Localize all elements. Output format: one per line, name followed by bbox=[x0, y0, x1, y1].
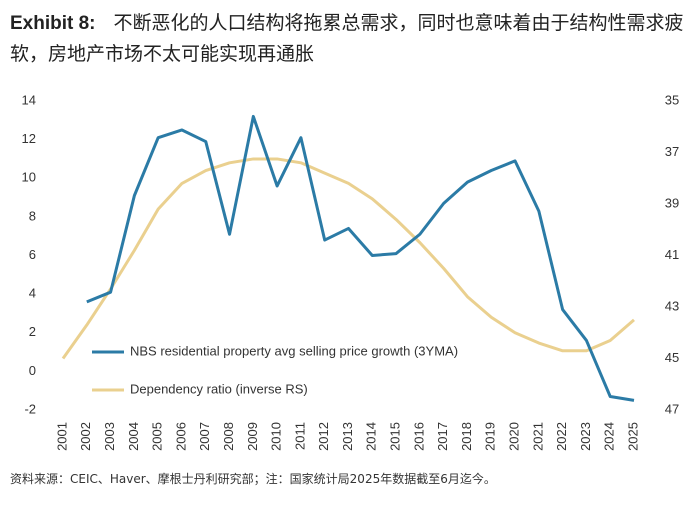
y2-tick-label: 47 bbox=[665, 401, 679, 416]
x-tick-label: 2025 bbox=[625, 422, 640, 451]
y2-tick-label: 43 bbox=[665, 298, 679, 313]
series-line bbox=[61, 157, 635, 360]
x-tick-label: 2008 bbox=[221, 422, 236, 451]
title-block: Exhibit 8: 不断恶化的人口结构将拖累总需求，同时也意味着由于结构性需求疲… bbox=[10, 8, 690, 70]
y-tick-label: 8 bbox=[29, 208, 36, 223]
x-tick-label: 2002 bbox=[78, 422, 93, 451]
x-tick-label: 2020 bbox=[506, 422, 521, 451]
chart-title: 不断恶化的人口结构将拖累总需求，同时也意味着由于结构性需求疲软，房地产市场不太可… bbox=[10, 12, 684, 65]
x-tick-label: 2024 bbox=[602, 422, 617, 451]
x-tick-label: 2017 bbox=[435, 422, 450, 451]
y-tick-label: 6 bbox=[29, 247, 36, 262]
x-tick-label: 2022 bbox=[554, 422, 569, 451]
y-tick-label: 2 bbox=[29, 324, 36, 339]
exhibit-label: Exhibit 8: bbox=[10, 13, 96, 34]
x-tick-label: 2010 bbox=[269, 422, 284, 451]
x-tick-label: 2001 bbox=[54, 422, 69, 451]
x-tick-label: 2009 bbox=[245, 422, 260, 451]
x-tick-label: 2013 bbox=[340, 422, 355, 451]
x-tick-label: 2016 bbox=[411, 422, 426, 451]
y2-tick-label: 37 bbox=[665, 144, 679, 159]
legend-label: Dependency ratio (inverse RS) bbox=[130, 381, 308, 396]
x-tick-label: 2004 bbox=[126, 422, 141, 451]
x-tick-label: 2011 bbox=[292, 422, 307, 450]
y2-tick-label: 39 bbox=[665, 195, 679, 210]
legend-label: NBS residential property avg selling pri… bbox=[130, 343, 458, 358]
y-tick-label: 4 bbox=[29, 286, 36, 301]
x-tick-label: 2003 bbox=[102, 422, 117, 451]
x-tick-label: 2012 bbox=[316, 422, 331, 451]
x-tick-label: 2006 bbox=[173, 422, 188, 451]
x-tick-label: 2019 bbox=[483, 422, 498, 451]
y2-tick-label: 35 bbox=[665, 92, 679, 107]
x-tick-label: 2018 bbox=[459, 422, 474, 451]
y2-tick-label: 41 bbox=[665, 247, 679, 262]
x-tick-label: 2015 bbox=[388, 422, 403, 451]
y-tick-label: -2 bbox=[24, 401, 36, 416]
y2-tick-label: 45 bbox=[665, 350, 679, 365]
series-line bbox=[86, 114, 635, 402]
x-tick-label: 2023 bbox=[578, 422, 593, 451]
y-tick-label: 14 bbox=[22, 92, 36, 107]
x-tick-label: 2005 bbox=[150, 422, 165, 451]
x-tick-label: 2021 bbox=[530, 422, 545, 451]
y-tick-label: 0 bbox=[29, 363, 36, 378]
x-tick-label: 2007 bbox=[197, 422, 212, 451]
y-tick-label: 12 bbox=[22, 131, 36, 146]
y-tick-label: 10 bbox=[22, 170, 36, 185]
x-tick-label: 2014 bbox=[364, 422, 379, 451]
source-note: 资料来源：CEIC、Haver、摩根士丹利研究部；注：国家统计局2025年数据截… bbox=[10, 472, 496, 486]
